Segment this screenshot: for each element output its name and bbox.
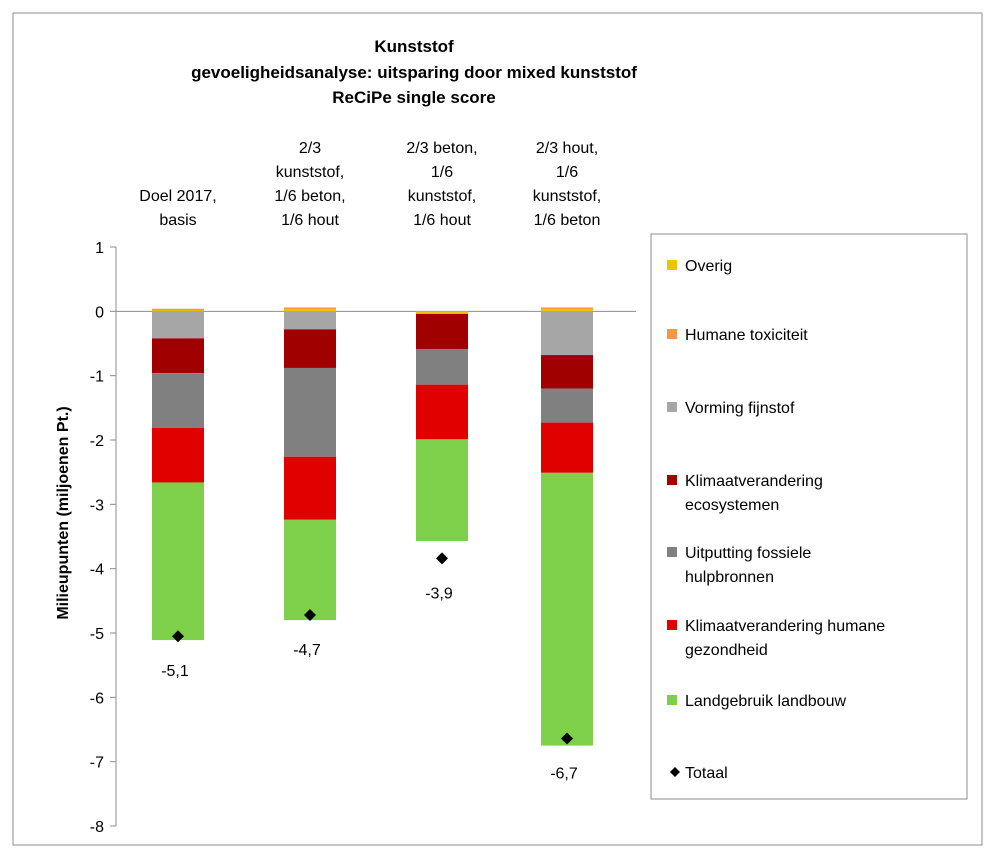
category-labels: Doel 2017, basis 2/3 kunststof, 1/6 beton, 1/… xyxy=(139,140,601,229)
bar-segment xyxy=(541,472,593,746)
legend-swatch xyxy=(667,475,677,485)
legend-label: ecosystemen xyxy=(685,497,779,514)
y-tick-label: -3 xyxy=(90,497,104,514)
y-axis-label: Milieupunten (miljoenen Pt.) xyxy=(55,406,72,619)
legend-swatch xyxy=(667,260,677,270)
y-tick-label: -7 xyxy=(90,755,104,772)
bar-segment xyxy=(541,422,593,473)
bars xyxy=(152,307,593,746)
legend-label: Totaal xyxy=(685,765,728,782)
y-axis: 1 0 -1 -2 -3 -4 -5 -6 -7 -8 xyxy=(90,240,636,836)
totals: -5,1 -4,7 -3,9 -6,7 xyxy=(161,552,578,783)
bar-segment xyxy=(416,349,468,385)
legend-label: Uitputting fossiele xyxy=(685,545,811,562)
y-tick-label: 1 xyxy=(95,240,104,257)
total-data-label: -3,9 xyxy=(425,585,453,602)
bar-segment xyxy=(152,311,204,339)
bar-segment xyxy=(541,307,593,309)
y-tick-label: -5 xyxy=(90,626,104,643)
category-label: 1/6 xyxy=(556,164,578,181)
bar-segment xyxy=(541,308,593,312)
legend-swatch xyxy=(667,620,677,630)
total-marker xyxy=(561,732,573,745)
legend-label: Landgebruik landbouw xyxy=(685,693,846,710)
category-label: kunststof, xyxy=(408,188,476,205)
bar-segment xyxy=(152,308,204,311)
bar-segment xyxy=(284,367,336,457)
legend-swatch xyxy=(667,695,677,705)
category-label: 2/3 xyxy=(299,140,321,157)
category-label: 1/6 hout xyxy=(413,212,471,229)
total-data-label: -6,7 xyxy=(550,766,578,783)
total-data-label: -5,1 xyxy=(161,663,189,680)
bar-segment xyxy=(284,519,336,621)
bar-segment xyxy=(284,311,336,330)
legend-label: hulpbronnen xyxy=(685,569,774,586)
bar-segment xyxy=(416,313,468,350)
legend-total-marker xyxy=(670,767,680,777)
chart-title-line: gevoeligheidsanalyse: uitsparing door mi… xyxy=(191,63,637,82)
total-marker xyxy=(436,552,448,565)
bar-segment xyxy=(541,388,593,423)
y-tick-label: -6 xyxy=(90,690,104,707)
bar-segment xyxy=(416,439,468,542)
y-tick-label: -4 xyxy=(90,562,104,579)
legend-label: Humane toxiciteit xyxy=(685,327,808,344)
y-tick-label: 0 xyxy=(95,304,104,321)
bar-segment xyxy=(284,456,336,520)
total-marker xyxy=(172,630,184,643)
legend-swatch xyxy=(667,547,677,557)
bar-segment xyxy=(152,427,204,483)
bar-segment xyxy=(541,311,593,356)
bar-segment xyxy=(416,384,468,440)
legend-label: Overig xyxy=(685,258,732,275)
category-label: 2/3 hout, xyxy=(536,140,598,157)
category-label: 1/6 hout xyxy=(281,212,339,229)
category-label: kunststof, xyxy=(533,188,601,205)
bar-segment xyxy=(284,307,336,309)
legend-swatch xyxy=(667,402,677,412)
category-label: 2/3 beton, xyxy=(406,140,477,157)
y-tick-label: -1 xyxy=(90,369,104,386)
legend-box xyxy=(650,233,968,800)
category-label: basis xyxy=(159,212,196,229)
bar-segment xyxy=(152,482,204,641)
bar-segment xyxy=(284,329,336,368)
bar-segment xyxy=(284,308,336,312)
bar-segment xyxy=(152,338,204,374)
total-data-label: -4,7 xyxy=(293,642,321,659)
legend-label: Klimaatverandering humane xyxy=(685,618,885,635)
category-label: 1/6 xyxy=(431,164,453,181)
y-tick-label: -2 xyxy=(90,433,104,450)
y-tick-label: -8 xyxy=(90,819,104,836)
chart-title: Kunststof gevoeligheidsanalyse: uitsparin… xyxy=(191,37,637,107)
category-label: kunststof, xyxy=(276,164,344,181)
bar-segment xyxy=(152,373,204,428)
chart-title-line: ReCiPe single score xyxy=(332,88,495,107)
category-label: 1/6 beton xyxy=(534,212,601,229)
legend-label: gezondheid xyxy=(685,642,768,659)
category-label: Doel 2017, xyxy=(139,188,216,205)
bar-segment xyxy=(152,309,204,312)
legend: Overig Humane toxiciteit Vorming fijnstof K… xyxy=(650,233,968,800)
bar-segment xyxy=(416,311,468,314)
bar-segment xyxy=(541,355,593,389)
chart-title-line: Kunststof xyxy=(374,37,454,56)
legend-label: Vorming fijnstof xyxy=(685,400,795,417)
legend-swatch xyxy=(667,329,677,339)
total-marker xyxy=(304,608,316,621)
category-label: 1/6 beton, xyxy=(274,188,345,205)
legend-label: Klimaatverandering xyxy=(685,473,823,490)
